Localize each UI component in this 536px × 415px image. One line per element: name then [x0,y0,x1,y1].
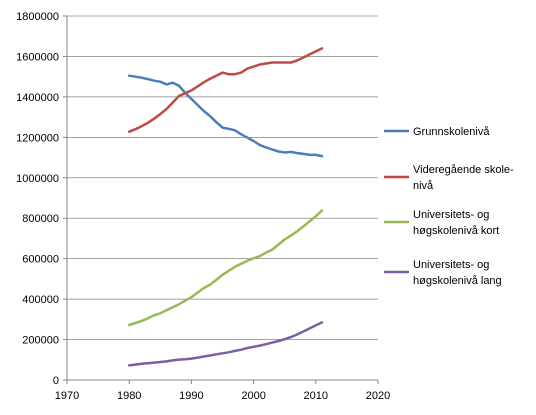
legend-label: Grunnskolenivå [413,126,490,138]
y-tick-label: 0 [53,375,59,387]
x-tick-label: 1980 [117,390,141,402]
x-tick-labels: 1970 1980 1990 2000 2010 2020 [55,390,390,402]
y-tick-label: 600000 [22,254,59,266]
y-tick-label: 1400000 [16,92,59,104]
series-lines [127,47,324,367]
y-tick-label: 800000 [22,213,59,225]
legend-item-3: Universitets- og høgskolenivå kort [384,209,499,237]
legend: Grunnskolenivå Videregående skole-nivå Uni… [384,126,514,287]
x-tick-label: 1990 [179,390,203,402]
series-line-4 [127,321,324,367]
series-line-2 [127,47,324,133]
y-tick-label: 1000000 [16,173,59,185]
x-tick-label: 2000 [241,390,265,402]
series-line-3 [127,209,324,327]
x-tick-label: 2010 [304,390,328,402]
x-tick-label: 1970 [55,390,79,402]
y-tick-label: 1200000 [16,132,59,144]
y-tick-label: 1800000 [16,11,59,23]
legend-item-2: Videregående skole-nivå [384,164,514,192]
legend-label: Universitets- og høgskolenivå kort [413,209,499,237]
y-tick-label: 200000 [22,335,59,347]
legend-item-1: Grunnskolenivå [384,126,490,138]
axes [63,15,379,384]
gridlines [67,15,378,340]
y-tick-labels: 0 200000 400000 600000 800000 1000000 1200000 1… [16,11,59,387]
legend-label: Videregående skole-nivå [413,164,514,192]
series-line-1 [127,74,324,158]
x-tick-label: 2020 [366,390,390,402]
y-tick-label: 1600000 [16,51,59,63]
y-tick-label: 400000 [22,294,59,306]
legend-item-4: Universitets- og høgskolenivå lang [384,259,502,287]
legend-label: Universitets- og høgskolenivå lang [413,259,502,287]
